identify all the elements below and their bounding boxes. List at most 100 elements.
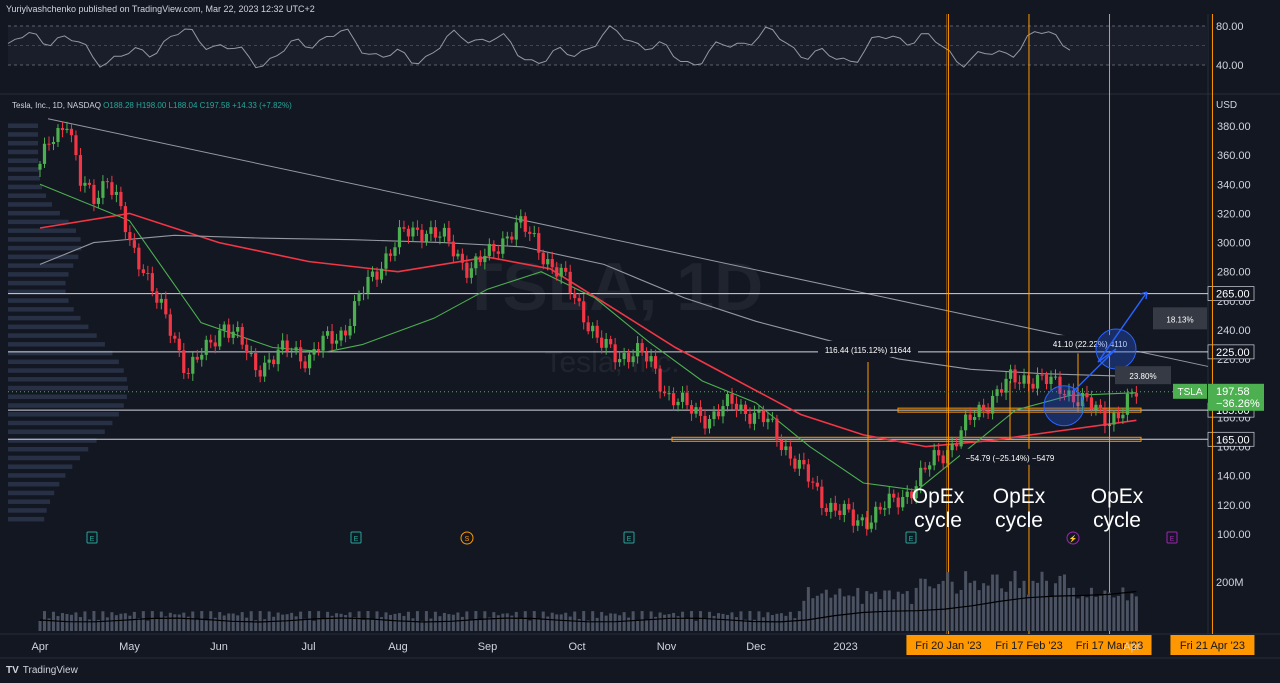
volume-bar — [123, 613, 127, 631]
current-price-tag — [1208, 383, 1264, 411]
volume-bar — [312, 620, 316, 631]
opex-date-label: Fri 17 Mar '23 — [1076, 640, 1144, 652]
volume-bar — [69, 614, 73, 631]
candle-body — [56, 127, 60, 142]
y-tick-label: 340.00 — [1217, 179, 1251, 191]
candle-body — [285, 340, 289, 352]
candle-body — [977, 404, 981, 418]
volume-bar — [928, 586, 932, 631]
candle-body — [200, 354, 204, 360]
candle-body — [928, 465, 932, 470]
volume-bar — [604, 615, 608, 631]
volume-bar — [640, 611, 644, 631]
volume-bar — [654, 616, 658, 631]
volume-bar — [254, 620, 258, 631]
volume-bar — [510, 615, 514, 631]
volume-profile-bar — [8, 210, 60, 216]
opex-cycle-label: cycle — [995, 509, 1043, 532]
candle-body — [236, 326, 240, 332]
volume-bar — [865, 591, 869, 631]
candle-body — [204, 339, 208, 355]
candle-body — [1134, 392, 1138, 397]
candle-body — [591, 325, 595, 332]
volume-profile-bar — [8, 368, 124, 373]
candle-body — [42, 143, 47, 164]
volume-bar — [177, 614, 181, 631]
tradingview-logo[interactable]: TV TradingView — [6, 665, 78, 676]
volume-profile-bar — [8, 394, 127, 400]
pct-label-1: 18.13% — [1166, 315, 1193, 324]
volume-profile-bar — [8, 140, 38, 146]
rsi-line — [7, 25, 1071, 69]
opex-date-tag — [986, 635, 1071, 655]
volume-bar — [1089, 587, 1093, 631]
volume-bar — [959, 590, 963, 631]
volume-bar — [227, 613, 231, 631]
volume-bar — [734, 617, 738, 631]
projection-arrowhead — [1139, 291, 1148, 300]
volume-bar — [824, 589, 828, 631]
volume-bar — [770, 615, 774, 631]
opex-cycle-label: cycle — [914, 509, 962, 532]
level-tag — [1207, 344, 1255, 360]
volume-bar — [1053, 583, 1057, 631]
candle-body — [528, 231, 532, 234]
candle-body — [910, 491, 914, 499]
volume-profile-bar — [8, 508, 47, 513]
event-marker — [1066, 531, 1080, 545]
candle-body — [1008, 369, 1013, 379]
candle-body — [505, 236, 509, 239]
volume-bar — [393, 613, 397, 631]
volume-bar — [627, 617, 631, 631]
candle-body — [69, 128, 74, 136]
x-tick-label: Apr — [1123, 641, 1140, 653]
candle-body — [123, 206, 127, 233]
volume-bar — [379, 617, 383, 631]
opex-cycle-label: OpEx — [912, 485, 965, 508]
volume-bar — [829, 597, 833, 631]
candle-body — [141, 269, 145, 273]
pct-box-1 — [1153, 307, 1207, 330]
candle-body — [923, 467, 927, 470]
candle-body — [240, 326, 244, 345]
volume-bar — [245, 617, 249, 631]
volume-profile-bar — [8, 272, 69, 277]
candle-body — [887, 493, 891, 509]
currency-label: USD — [1216, 100, 1238, 111]
volume-bar — [285, 614, 289, 631]
volume-bar — [483, 611, 487, 631]
volume-bar — [591, 611, 595, 631]
volume-bar — [815, 595, 819, 631]
y-tick-label: 360.00 — [1217, 150, 1251, 162]
candle-body — [541, 252, 545, 265]
volume-profile-bar — [8, 473, 66, 478]
volume-bar — [186, 616, 190, 631]
candle-body — [1125, 393, 1129, 415]
candle-body — [618, 359, 622, 363]
candle-body — [483, 255, 487, 263]
measure-box-2 — [960, 448, 1060, 465]
event-marker-label: E — [909, 536, 914, 543]
candle-body — [1013, 369, 1017, 383]
candle-body — [357, 293, 361, 302]
candle-body — [851, 509, 855, 526]
candle-body — [245, 344, 249, 354]
candle-body — [379, 268, 384, 280]
candle-body — [438, 236, 442, 238]
candle-body — [173, 335, 177, 339]
volume-bar — [537, 618, 541, 631]
candle-body — [833, 502, 837, 511]
volume-bar — [60, 613, 64, 631]
y-tick-label: 100.00 — [1217, 529, 1251, 541]
volume-bar — [87, 619, 91, 631]
candle-body — [65, 128, 69, 131]
volume-bar — [1049, 597, 1053, 631]
candle-body — [1017, 382, 1022, 384]
candle-body — [622, 353, 626, 360]
volume-bar — [132, 611, 136, 631]
volume-bar — [258, 611, 262, 631]
candle-body — [761, 410, 766, 423]
symbol-tag — [1173, 383, 1207, 399]
volume-profile-bar — [8, 446, 89, 452]
